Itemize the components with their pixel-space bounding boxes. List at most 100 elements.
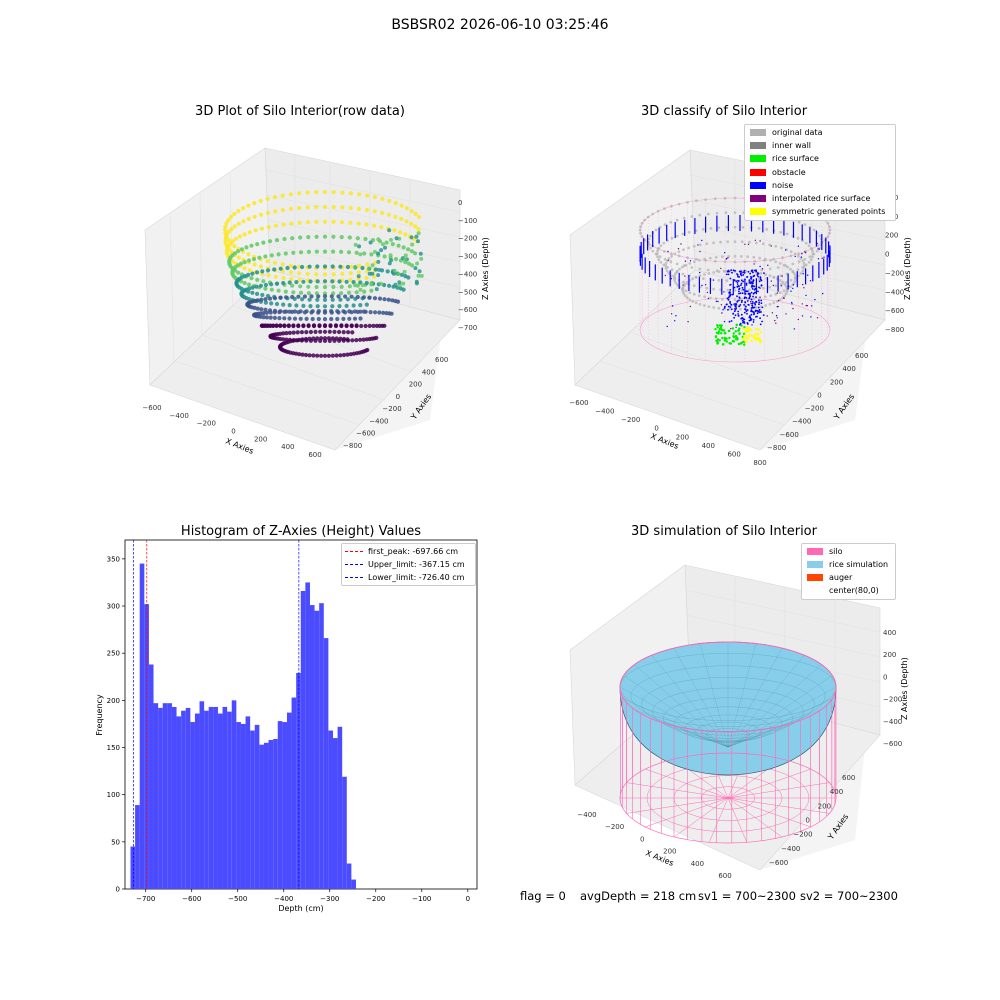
- noise-point: [754, 287, 757, 290]
- scatter-point: [717, 300, 719, 303]
- noise-point: [755, 296, 757, 298]
- raw-point: [280, 193, 285, 198]
- raw-point: [294, 351, 299, 356]
- noise-point: [758, 301, 761, 304]
- original-data-point: [741, 225, 745, 229]
- original-data-point: [809, 247, 813, 250]
- original-data-point: [677, 202, 681, 206]
- noise-point: [730, 304, 732, 306]
- original-data-point: [796, 236, 800, 240]
- raw-point: [319, 353, 324, 358]
- raw-point: [226, 218, 231, 223]
- original-data-point: [658, 255, 662, 259]
- raw-point: [272, 195, 278, 200]
- original-data-point: [692, 260, 696, 264]
- rice-surface-point: [728, 329, 731, 333]
- simulation-z-ticks: 400 200 0 −200 −400 −600: [883, 629, 902, 748]
- legend-label: rice surface: [772, 154, 819, 164]
- original-data-point: [799, 272, 803, 275]
- histogram-bar: [296, 673, 301, 889]
- raw-point: [305, 220, 311, 225]
- rice-surface-point: [723, 332, 726, 335]
- noise-point: [792, 221, 795, 238]
- raw-point: [348, 191, 353, 196]
- noise-point: [727, 298, 730, 301]
- raw-point: [229, 227, 234, 232]
- raw-point: [358, 287, 363, 292]
- raw-point: [340, 205, 345, 210]
- original-data-point: [670, 268, 674, 272]
- original-data-point: [804, 263, 808, 267]
- raw-point: [317, 323, 322, 329]
- noise-point: [740, 270, 742, 273]
- raw-point: [222, 227, 228, 233]
- raw-point: [276, 288, 281, 293]
- histogram-chart: −700 −600 −500 −400 −300 −200 −100 0 0 50 100 150 2…: [95, 539, 478, 913]
- raw-point: [397, 280, 402, 285]
- original-data-point: [811, 249, 814, 253]
- original-data-point: [807, 244, 811, 248]
- raw-point: [347, 316, 352, 321]
- histogram-y-ticks: 0 50 100 150 200 250 300 350: [107, 555, 125, 894]
- raw-point: [380, 210, 385, 216]
- histogram-bar: [227, 711, 232, 889]
- raw-point: [371, 323, 376, 328]
- raw-point: [352, 316, 358, 321]
- original-data-point: [772, 257, 775, 261]
- legend-item: rice simulation: [802, 558, 895, 571]
- legend-item: symmetric generated points: [745, 205, 895, 218]
- raw-y-tick: 400: [422, 368, 435, 376]
- raw-point: [360, 283, 365, 288]
- original-data-point: [746, 255, 749, 259]
- raw-point: [337, 338, 342, 343]
- noise-point: [728, 295, 731, 298]
- raw-point: [258, 212, 264, 217]
- raw-point: [331, 219, 336, 224]
- noise-point: [759, 277, 762, 279]
- sim-y-tick: 600: [842, 774, 855, 782]
- raw-point: [322, 272, 328, 277]
- cls-x-tick: 400: [702, 442, 715, 450]
- noise-point: [760, 302, 763, 305]
- rice-surface-point: [719, 327, 723, 331]
- raw-point: [372, 296, 378, 301]
- scatter-point: [791, 301, 793, 304]
- raw-point: [348, 271, 353, 276]
- raw-point: [361, 337, 366, 342]
- raw-point: [313, 329, 318, 334]
- raw-point: [348, 352, 353, 357]
- raw-point: [389, 311, 394, 316]
- raw-point: [341, 330, 346, 335]
- original-data-point: [670, 204, 673, 208]
- rice-surface-point: [718, 324, 721, 327]
- rice-surface-point: [739, 342, 743, 345]
- raw-point: [236, 208, 241, 214]
- raw-point: [377, 267, 382, 272]
- noise-point: [755, 269, 757, 272]
- sim-z-tick: 400: [883, 629, 896, 637]
- cls-z-tick: −200: [885, 269, 904, 277]
- raw-point: [249, 243, 254, 248]
- rice-surface-mesh: [727, 725, 783, 748]
- noise-point: [738, 285, 740, 288]
- scatter-point: [785, 249, 787, 251]
- raw-point: [322, 294, 328, 299]
- y-tick-label: 0: [116, 886, 120, 894]
- raw-point: [376, 259, 381, 264]
- noise-point: [740, 282, 743, 285]
- raw-x-ticks: −600 −400 −200 0 200 400 600: [142, 404, 321, 459]
- scatter-point: [817, 248, 819, 250]
- original-data-point: [733, 196, 737, 200]
- original-data-point: [723, 196, 727, 200]
- original-data-point: [639, 225, 642, 229]
- original-data-point: [714, 297, 718, 301]
- scatter-point: [675, 315, 677, 317]
- raw-point: [337, 304, 342, 309]
- raw-point: [259, 307, 264, 312]
- noise-point: [787, 273, 789, 290]
- original-data-point: [664, 264, 668, 268]
- noise-point: [762, 216, 764, 233]
- raw-point: [353, 265, 358, 269]
- original-data-point: [749, 278, 753, 282]
